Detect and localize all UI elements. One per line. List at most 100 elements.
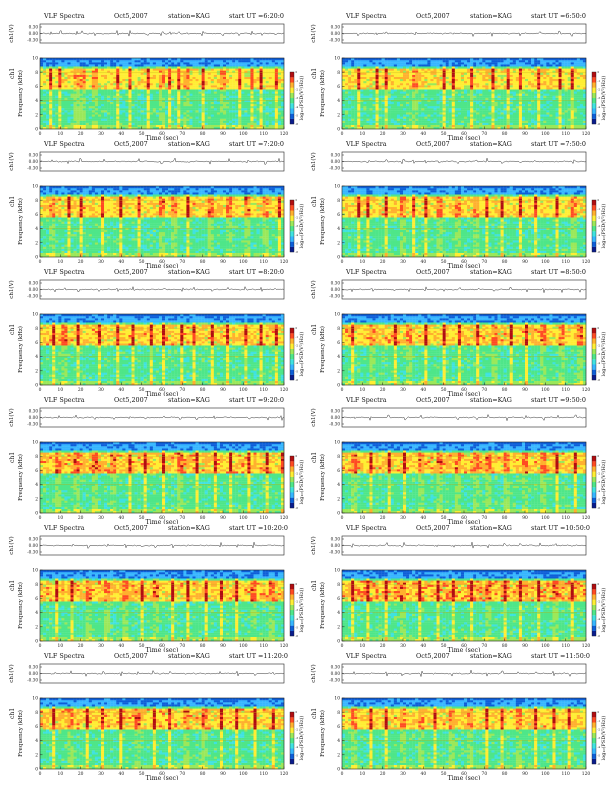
spectrogram-cell — [162, 72, 166, 75]
spectrogram-cell — [61, 60, 65, 63]
spectrogram-cell — [372, 108, 376, 111]
spectrogram-cell — [451, 60, 455, 63]
spectrogram-cell — [506, 85, 510, 88]
spectrogram-cell — [201, 93, 205, 96]
spectrogram-cell — [445, 118, 449, 121]
spectrogram-cell — [497, 62, 501, 65]
spectrogram-cell — [125, 122, 129, 125]
spectrogram-cell — [351, 99, 355, 102]
spectrogram-cell — [210, 103, 214, 107]
spectrogram-cell — [149, 74, 153, 77]
spectrogram-cell — [183, 80, 187, 84]
spectrogram-cell — [412, 68, 416, 71]
spectrogram-cell — [433, 122, 437, 125]
spectrogram-cell — [268, 108, 272, 111]
spectrogram-cell — [268, 89, 272, 92]
spectrogram-cell — [381, 83, 385, 86]
spectrogram-cell — [271, 108, 275, 111]
spectrogram-cell — [412, 122, 416, 125]
spectrogram-cell — [476, 83, 480, 86]
spectrogram-cell — [259, 120, 263, 123]
spectrogram-cell — [204, 108, 208, 111]
spectrogram-cell — [216, 66, 221, 69]
spectrogram-cell — [457, 103, 462, 107]
spectrogram-cell — [528, 80, 532, 84]
spectrogram-cell — [351, 64, 355, 67]
spectrogram-cell — [40, 76, 44, 80]
spectrogram-cell — [247, 99, 251, 102]
spectrogram-cell — [82, 95, 86, 98]
spectrogram-cell — [357, 101, 361, 105]
spectrogram-cell — [128, 95, 132, 98]
spectrogram-cell — [177, 91, 181, 94]
spectrogram-cell — [482, 58, 486, 61]
spectrogram-cell — [271, 89, 275, 92]
spectrogram-cell — [348, 110, 352, 113]
spectrogram-cell — [204, 95, 208, 98]
spectrogram-cell — [268, 74, 272, 77]
spectrogram-cell — [421, 74, 425, 77]
spectrogram-cell — [58, 97, 62, 100]
spectrogram-cell — [174, 122, 178, 125]
spectrogram-cell — [369, 87, 373, 90]
spectrogram-cell — [134, 124, 138, 128]
spectrogram-cell — [406, 78, 410, 82]
spectrogram-cell — [82, 83, 86, 86]
spectrogram-cell — [192, 72, 196, 75]
spectrogram-cell — [473, 80, 477, 84]
spectrogram-cell — [162, 93, 166, 96]
spectrogram-cell — [79, 78, 83, 82]
spectrogram-cell — [195, 64, 199, 67]
spectrogram-cell — [427, 60, 431, 63]
spectrogram-cell — [219, 126, 224, 130]
spectrogram-cell — [415, 120, 419, 123]
spectrogram-cell — [94, 112, 99, 115]
spectrogram-cell — [259, 62, 263, 65]
spectrogram-cell — [396, 126, 401, 130]
spectrogram-cell — [342, 76, 346, 80]
spectrogram-cell — [445, 64, 449, 67]
spectrogram-cell — [506, 91, 510, 94]
spectrogram-cell — [528, 99, 532, 102]
spectrogram-cell — [531, 122, 535, 125]
spectrogram-cell — [201, 80, 205, 84]
spectrogram-cell — [55, 78, 59, 82]
spectrogram-cell — [168, 64, 172, 67]
spectrogram-cell — [381, 116, 385, 119]
spectrogram-cell — [494, 95, 498, 98]
spectrogram-cell — [238, 126, 242, 130]
spectrogram-cell — [262, 101, 266, 105]
spectrogram-cell — [192, 70, 196, 73]
spectrogram-cell — [158, 108, 163, 111]
spectrogram-cell — [204, 85, 208, 88]
spectrogram-cell — [378, 110, 382, 113]
spectrogram-cell — [448, 99, 452, 102]
spectrogram-cell — [250, 83, 254, 86]
spectrogram-cell — [201, 85, 205, 88]
spectrogram-cell — [387, 93, 391, 96]
spectrogram-cell — [436, 74, 440, 77]
spectrogram-cell — [223, 76, 227, 80]
spectrogram-cell — [399, 97, 404, 100]
panel-start-time: start UT =6:20:0 — [229, 12, 284, 21]
spectrogram-cell — [427, 66, 431, 69]
spectrogram-cell — [158, 60, 163, 63]
spectrogram-cell — [107, 85, 111, 88]
spectrogram-cell — [186, 74, 190, 77]
panel-station: station=KAG — [470, 12, 512, 21]
spectrogram-cell — [253, 112, 257, 115]
spectrogram-cell — [198, 95, 202, 98]
spectrogram-cell — [396, 99, 401, 102]
spectrogram-cell — [171, 114, 175, 117]
spectrogram-cell — [479, 101, 483, 105]
spectrogram-cell — [107, 64, 111, 67]
spectrogram-cell — [210, 118, 214, 121]
spectrogram-cell — [152, 70, 157, 73]
colorbar-segment — [290, 87, 294, 93]
spectrogram-cell — [192, 85, 196, 88]
spectrogram-cell — [85, 118, 89, 121]
spectrogram-cell — [351, 72, 355, 75]
spectrogram-cell — [345, 118, 349, 121]
spectrogram-cell — [137, 101, 141, 105]
spectrogram-cell — [384, 76, 388, 80]
